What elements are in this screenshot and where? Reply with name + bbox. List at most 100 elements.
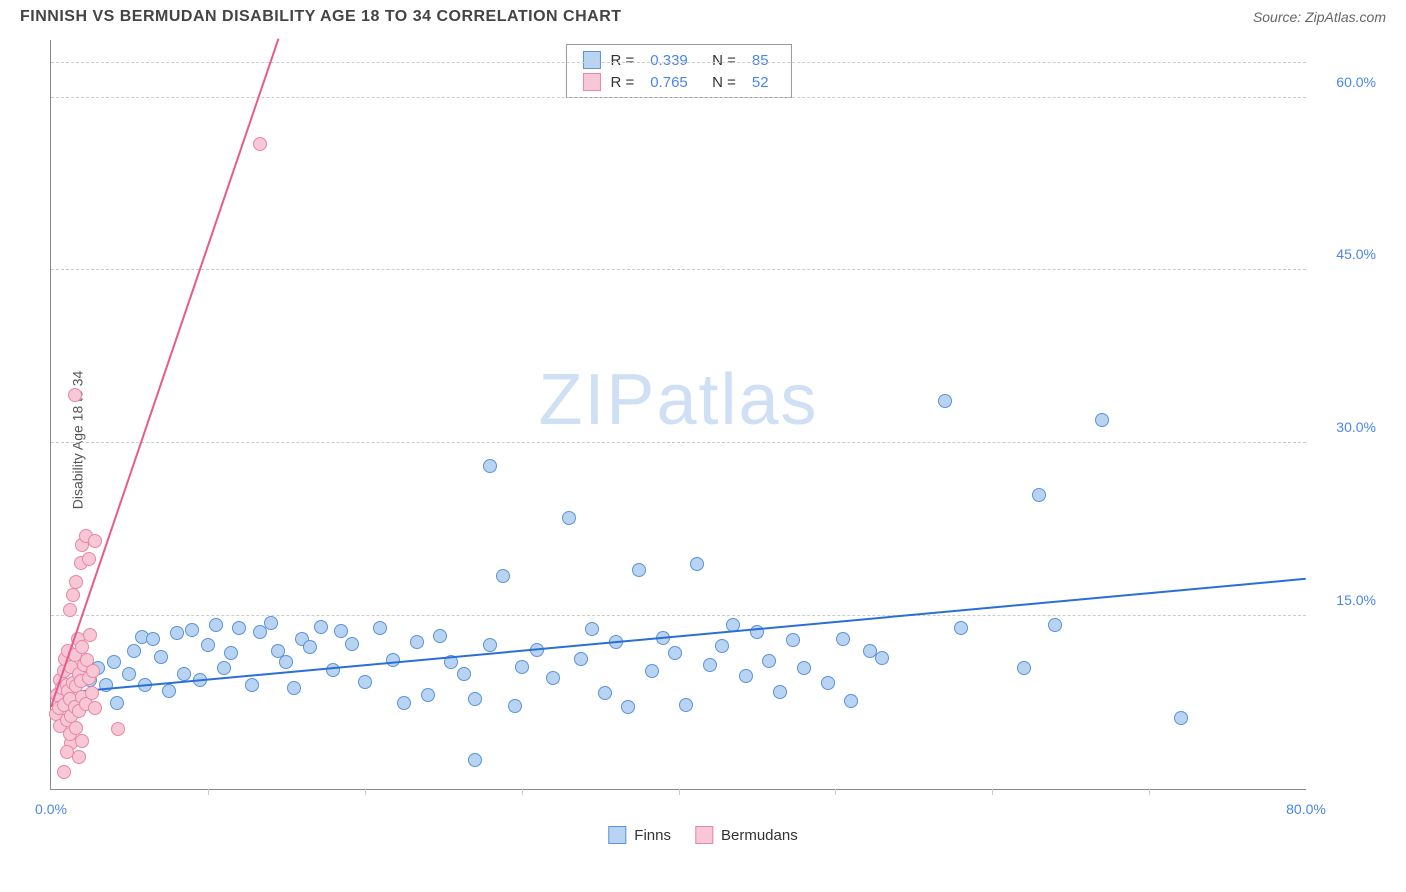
data-point [397, 696, 411, 710]
data-point [88, 534, 102, 548]
data-point [185, 623, 199, 637]
y-tick-label: 45.0% [1316, 246, 1376, 262]
data-point [703, 658, 717, 672]
legend-swatch [582, 51, 600, 69]
tick-v [365, 789, 366, 795]
gridline-h [51, 269, 1306, 270]
data-point [224, 646, 238, 660]
data-point [72, 750, 86, 764]
data-point [107, 655, 121, 669]
data-point [844, 694, 858, 708]
series-legend: Finns Bermudans [608, 826, 797, 844]
legend-row: R = 0.765 N = 52 [582, 71, 774, 93]
data-point [1032, 488, 1046, 502]
data-point [253, 137, 267, 151]
data-point [82, 552, 96, 566]
y-tick-label: 30.0% [1316, 419, 1376, 435]
data-point [496, 569, 510, 583]
data-point [177, 667, 191, 681]
data-point [154, 650, 168, 664]
data-point [127, 644, 141, 658]
data-point [762, 654, 776, 668]
data-point [146, 632, 160, 646]
data-point [86, 664, 100, 678]
y-tick-label: 60.0% [1316, 74, 1376, 90]
data-point [334, 624, 348, 638]
chart-area: Disability Age 18 to 34 ZIPatlas R = 0.3… [0, 30, 1406, 850]
legend-r-label: R = [610, 52, 634, 69]
data-point [938, 394, 952, 408]
gridline-h [51, 97, 1306, 98]
data-point [1095, 413, 1109, 427]
source-label: Source: ZipAtlas.com [1253, 9, 1386, 25]
gridline-h [51, 442, 1306, 443]
data-point [574, 652, 588, 666]
data-point [1174, 711, 1188, 725]
data-point [739, 669, 753, 683]
data-point [1048, 618, 1062, 632]
data-point [821, 676, 835, 690]
data-point [679, 698, 693, 712]
data-point [110, 696, 124, 710]
stats-legend: R = 0.339 N = 85R = 0.765 N = 52 [565, 44, 791, 98]
data-point [621, 700, 635, 714]
y-tick-label: 15.0% [1316, 592, 1376, 608]
data-point [303, 640, 317, 654]
data-point [326, 663, 340, 677]
data-point [264, 616, 278, 630]
data-point [88, 701, 102, 715]
data-point [645, 664, 659, 678]
data-point [68, 388, 82, 402]
legend-r-value: 0.765 [650, 74, 688, 91]
gridline-h [51, 62, 1306, 63]
data-point [786, 633, 800, 647]
tick-v [208, 789, 209, 795]
legend-swatch [608, 826, 626, 844]
data-point [373, 621, 387, 635]
data-point [209, 618, 223, 632]
data-point [279, 655, 293, 669]
tick-v [679, 789, 680, 795]
data-point [508, 699, 522, 713]
legend-r-value: 0.339 [650, 52, 688, 69]
legend-swatch [695, 826, 713, 844]
data-point [345, 637, 359, 651]
data-point [433, 629, 447, 643]
data-point [546, 671, 560, 685]
data-point [314, 620, 328, 634]
legend-n-label: N = [704, 52, 736, 69]
data-point [122, 667, 136, 681]
data-point [111, 722, 125, 736]
chart-title: FINNISH VS BERMUDAN DISABILITY AGE 18 TO… [20, 8, 622, 26]
data-point [162, 684, 176, 698]
data-point [483, 459, 497, 473]
data-point [287, 681, 301, 695]
gridline-h [51, 615, 1306, 616]
data-point [598, 686, 612, 700]
data-point [232, 621, 246, 635]
data-point [515, 660, 529, 674]
x-tick-label: 0.0% [35, 801, 67, 817]
tick-v [522, 789, 523, 795]
data-point [632, 563, 646, 577]
data-point [483, 638, 497, 652]
x-tick-label: 80.0% [1286, 801, 1326, 817]
data-point [715, 639, 729, 653]
legend-n-value: 52 [752, 74, 769, 91]
data-point [66, 588, 80, 602]
data-point [421, 688, 435, 702]
legend-label: Bermudans [721, 827, 798, 844]
legend-row: R = 0.339 N = 85 [582, 49, 774, 71]
data-point [83, 628, 97, 642]
tick-v [1149, 789, 1150, 795]
legend-label: Finns [634, 827, 671, 844]
data-point [358, 675, 372, 689]
data-point [562, 511, 576, 525]
legend-item: Finns [608, 826, 671, 844]
watermark: ZIPatlas [538, 359, 818, 441]
data-point [410, 635, 424, 649]
data-point [468, 753, 482, 767]
data-point [468, 692, 482, 706]
data-point [75, 734, 89, 748]
legend-item: Bermudans [695, 826, 798, 844]
